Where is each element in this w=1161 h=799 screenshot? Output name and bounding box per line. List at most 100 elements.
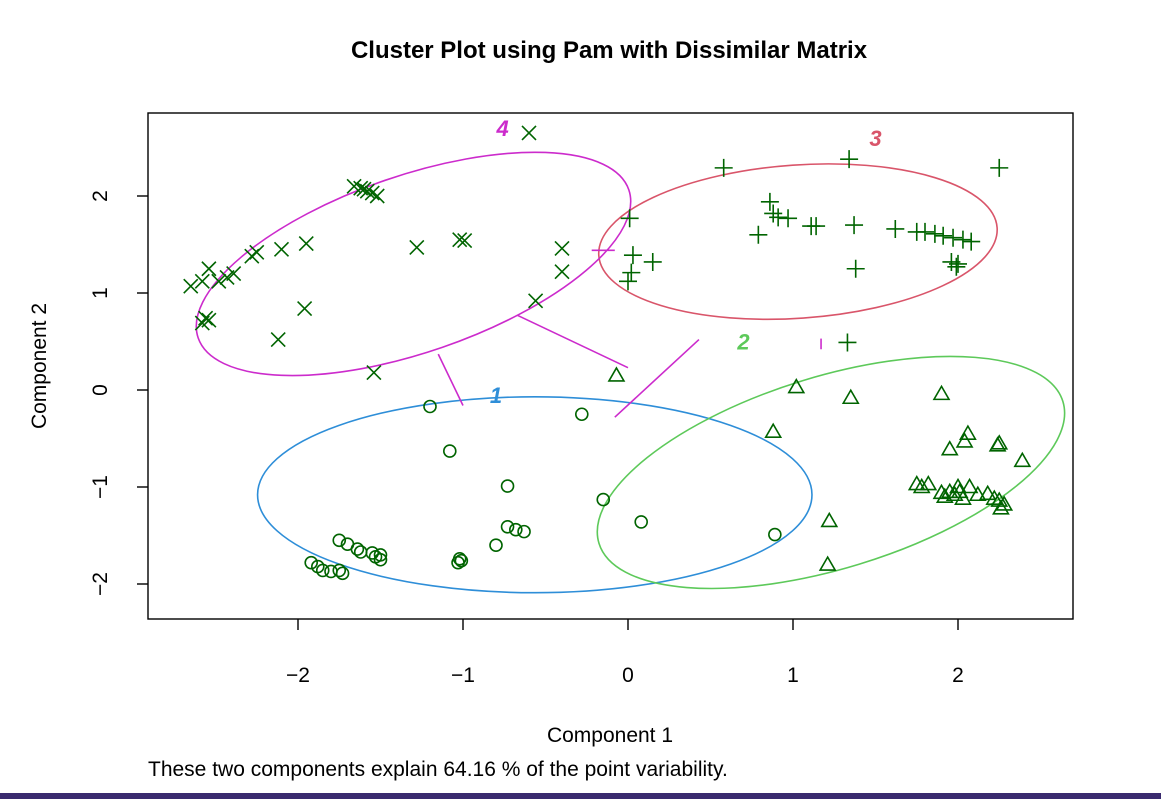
cluster-connector-line (614, 338, 700, 418)
cluster-1-point (373, 552, 388, 567)
cluster-2-label: 2 (736, 330, 750, 355)
x-tick-label: 1 (787, 664, 799, 687)
cluster-4-ellipse (195, 151, 632, 377)
cluster-3-point (846, 259, 865, 278)
cluster-1-point (500, 479, 515, 493)
cluster-2-point (949, 477, 967, 494)
cluster-3-point (764, 204, 783, 223)
cluster-4-point (356, 181, 372, 197)
x-tick-label: 2 (952, 664, 964, 687)
cluster-4-point (366, 364, 382, 381)
cluster-1-point (335, 566, 350, 581)
cluster-2-point (607, 366, 626, 382)
cluster-connector-line (517, 314, 629, 369)
cluster-connectors (437, 249, 822, 418)
cluster-4-point (194, 273, 210, 289)
cluster-1-point (423, 399, 437, 414)
cluster-4-point (364, 185, 380, 201)
y-axis: −2 −1 0 1 2 (89, 190, 148, 596)
cluster-2-ellipse (596, 355, 1066, 590)
cluster-3-label: 3 (869, 126, 881, 151)
cluster-4-point (554, 264, 570, 280)
cluster-4-point (226, 266, 242, 282)
cluster-4-point (201, 312, 217, 328)
y-tick-label: 0 (89, 384, 112, 396)
cluster-1-point (365, 546, 380, 560)
cluster-3-point (643, 252, 662, 271)
chart-subtitle: These two components explain 64.16 % of … (148, 758, 728, 781)
cluster-1-point (489, 538, 503, 553)
cluster-3-point (807, 217, 826, 236)
cluster-4-point (457, 233, 473, 249)
cluster-2-point (912, 477, 931, 494)
cluster-1-ellipse (256, 395, 813, 594)
x-tick-label: −2 (286, 664, 310, 687)
cluster-1-label: 1 (490, 383, 502, 408)
cluster-2-point (992, 499, 1010, 515)
cluster-4-point (183, 278, 199, 294)
data-points (183, 125, 1032, 581)
cluster-1-point (500, 519, 515, 534)
cluster-2-point (919, 474, 938, 491)
cluster-2-point (990, 434, 1009, 450)
cluster-4-point (249, 244, 265, 260)
cluster-1-point (508, 522, 523, 537)
cluster-2-point (945, 485, 964, 502)
cluster-connector-line (437, 353, 464, 406)
y-tick-label: −2 (89, 572, 112, 596)
cluster-1-point (332, 533, 347, 548)
cluster-1-point (304, 555, 319, 570)
cluster-3-point (840, 150, 859, 169)
cluster-2-point (978, 484, 997, 501)
cluster-4-point (528, 293, 544, 309)
y-tick-label: 1 (89, 287, 112, 299)
cluster-3-point (749, 225, 768, 244)
chart-title: Cluster Plot using Pam with Dissimilar M… (351, 37, 868, 64)
cluster-1-point (517, 524, 531, 539)
x-axis-label: Component 1 (547, 724, 673, 747)
x-tick-label: −1 (451, 664, 475, 687)
cluster-2-point (818, 555, 837, 571)
cluster-2-point (988, 436, 1007, 452)
cluster-3-point (714, 158, 733, 177)
cluster-1-point (574, 407, 589, 422)
cluster-4-point (369, 188, 385, 204)
cluster-2-point (935, 487, 954, 504)
cluster-1-point (332, 563, 347, 578)
cluster-3-point (623, 246, 642, 265)
cluster-4-point (359, 183, 375, 199)
cluster-4-point (201, 261, 217, 277)
cluster-3-point (845, 216, 864, 235)
cluster-3-point (953, 230, 972, 249)
x-tick-label: 0 (622, 664, 634, 687)
cluster-3-ellipse (597, 163, 998, 321)
cluster-2-point (820, 511, 839, 528)
cluster-1-point (315, 563, 330, 578)
cluster-4-point (452, 232, 468, 248)
cluster-2-point (968, 485, 987, 502)
y-axis-label: Component 2 (28, 303, 51, 429)
cluster-2-point (954, 489, 972, 505)
cluster-1-point (768, 527, 782, 542)
cluster-2-point (1013, 451, 1032, 468)
cluster-4-point (270, 331, 286, 348)
cluster-4-point (298, 235, 314, 252)
cluster-3-point (760, 192, 779, 211)
cluster-1-point (350, 542, 365, 556)
y-tick-label: −1 (89, 475, 112, 499)
x-axis: −2 −1 0 1 2 (286, 619, 964, 687)
cluster-3-point (622, 263, 641, 282)
cluster-1-point (596, 492, 611, 507)
cluster-4-point (521, 125, 537, 141)
cluster-3-point (620, 209, 639, 228)
cluster-2-point (764, 422, 783, 439)
cluster-3-point (916, 222, 934, 241)
cluster-3-point (990, 158, 1009, 177)
cluster-2-point (960, 477, 979, 494)
cluster-2-point (787, 377, 806, 394)
cluster-2-point (932, 384, 951, 401)
cluster-4-label: 4 (495, 116, 508, 141)
cluster-1-point (634, 515, 649, 529)
cluster-4-point (409, 239, 425, 255)
